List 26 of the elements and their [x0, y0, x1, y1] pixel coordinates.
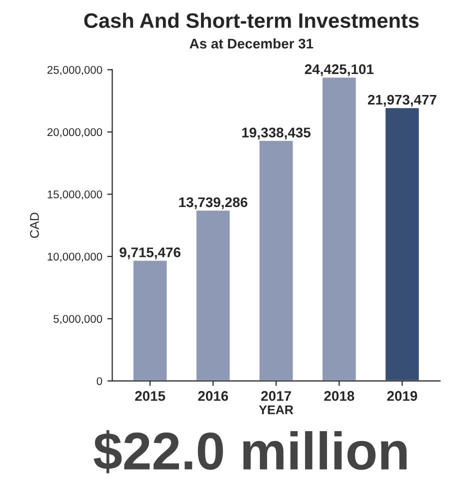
- bar: [258, 140, 294, 381]
- chart-title: Cash And Short-term Investments: [84, 12, 419, 28]
- text: $22.0 million: [94, 430, 407, 474]
- bar: [132, 259, 168, 381]
- x-tick-label: 2018: [324, 391, 354, 401]
- y-tick-label: 25,000,000: [47, 66, 102, 76]
- x-tick-label: 2015: [135, 391, 166, 401]
- x-tick-label: 2019: [387, 391, 418, 401]
- y-tick-label: 0: [96, 377, 102, 386]
- y-tick-label: 15,000,000: [48, 190, 102, 200]
- data-label: 13,739,286: [179, 197, 248, 210]
- bar: [384, 106, 420, 381]
- data-label: 21,973,477: [368, 94, 436, 107]
- data-label: 19,338,435: [242, 128, 311, 140]
- data-label: 24,425,101: [304, 64, 374, 76]
- data-label: 9,715,476: [120, 247, 180, 260]
- bar: [321, 76, 358, 381]
- y-tick-label: 10,000,000: [48, 252, 102, 262]
- y-axis-title: CAD: [30, 212, 39, 238]
- x-axis-title: YEAR: [258, 405, 294, 414]
- x-tick-label: 2017: [261, 391, 291, 401]
- y-tick-label: 5,000,000: [54, 314, 102, 324]
- chart-subtitle: As at December 31: [190, 38, 314, 49]
- bar: [195, 209, 232, 381]
- x-tick-label: 2016: [198, 391, 228, 401]
- y-tick-label: 20,000,000: [47, 128, 102, 138]
